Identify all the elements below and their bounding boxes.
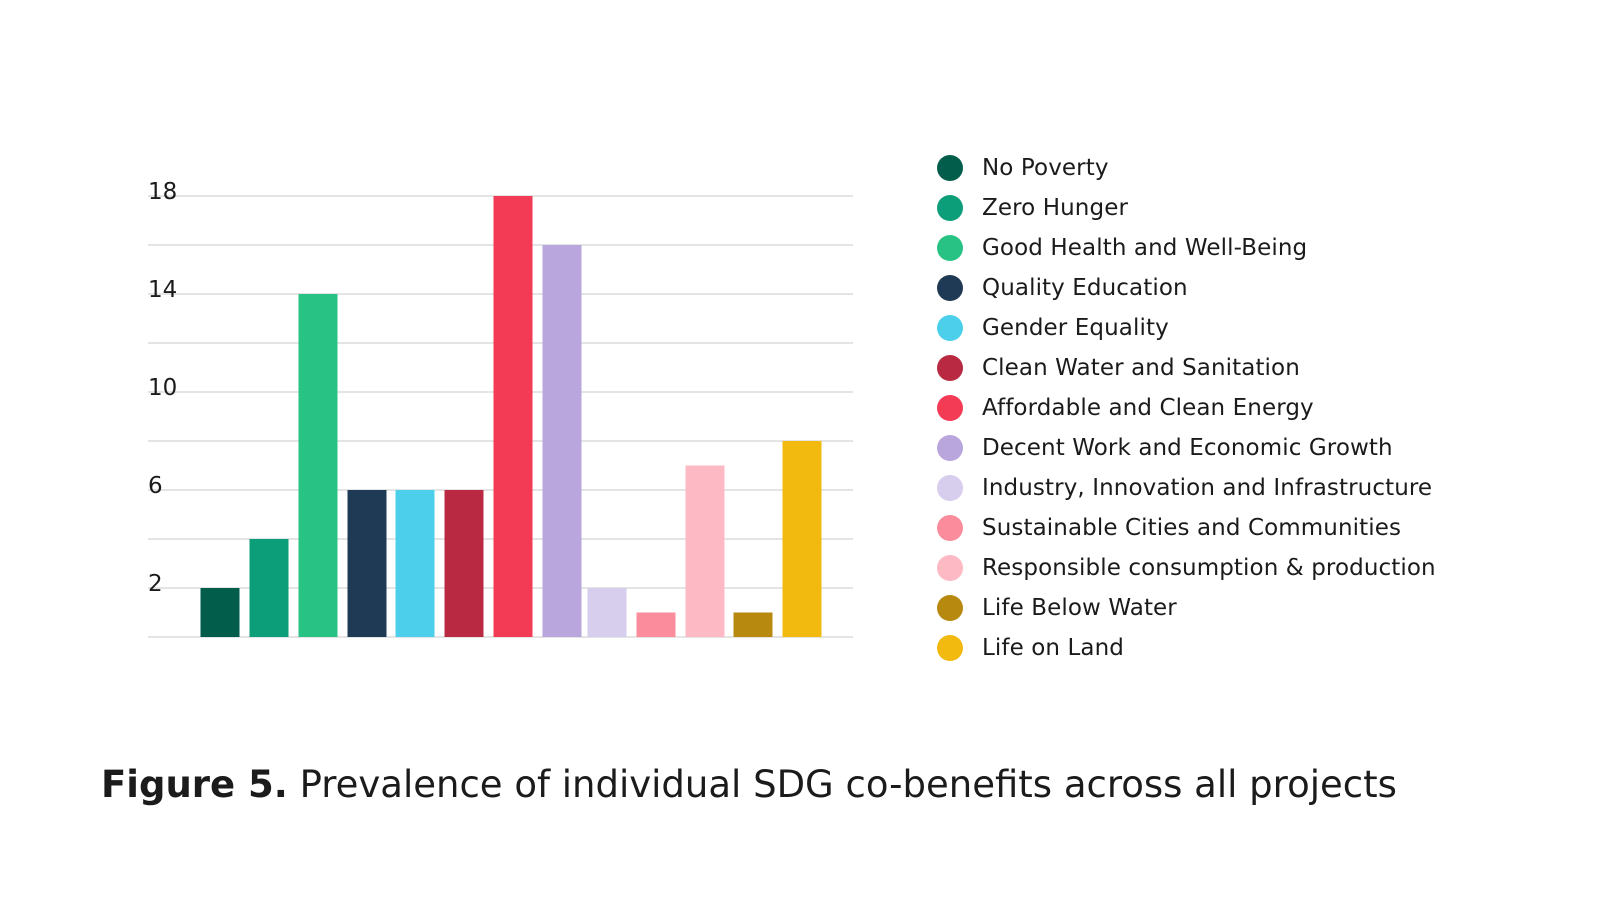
legend-swatch-icon xyxy=(937,515,963,541)
legend-label: Affordable and Clean Energy xyxy=(982,395,1314,421)
bar-gender-equality xyxy=(395,490,435,637)
legend-swatch-icon xyxy=(937,315,963,341)
y-tick-label-14: 14 xyxy=(148,277,177,303)
legend-item-clean-water-and-sanitation: Clean Water and Sanitation xyxy=(937,348,1436,388)
legend-item-zero-hunger: Zero Hunger xyxy=(937,188,1436,228)
legend-item-affordable-and-clean-energy: Affordable and Clean Energy xyxy=(937,388,1436,428)
legend-item-decent-work-and-economic-growth: Decent Work and Economic Growth xyxy=(937,428,1436,468)
legend-label: Life Below Water xyxy=(982,595,1177,621)
legend-item-quality-education: Quality Education xyxy=(937,268,1436,308)
y-tick-label-6: 6 xyxy=(148,473,163,499)
bar-no-poverty xyxy=(200,588,240,637)
bar-responsible-consumption-production xyxy=(685,465,725,637)
legend-label: Clean Water and Sanitation xyxy=(982,355,1300,381)
legend-swatch-icon xyxy=(937,155,963,181)
legend-label: Life on Land xyxy=(982,635,1125,661)
bars xyxy=(200,196,822,637)
y-tick-label-2: 2 xyxy=(148,571,163,597)
bar-chart: 2 6 10 14 18 xyxy=(148,179,853,638)
legend-label: Good Health and Well-Being xyxy=(982,235,1308,261)
bar-life-on-land xyxy=(782,441,822,637)
legend-swatch-icon xyxy=(937,275,963,301)
legend-label: Decent Work and Economic Growth xyxy=(982,435,1393,461)
legend-label: Gender Equality xyxy=(982,315,1169,341)
figure-caption-label: Figure 5. xyxy=(101,763,288,806)
legend-swatch-icon xyxy=(937,395,963,421)
legend-swatch-icon xyxy=(937,475,963,501)
legend-swatch-icon xyxy=(937,635,963,661)
legend-label: No Poverty xyxy=(982,155,1109,181)
legend-swatch-icon xyxy=(937,435,963,461)
bar-industry-innovation-and-infrastructure xyxy=(587,588,627,637)
bar-decent-work-and-economic-growth xyxy=(542,245,582,637)
y-tick-label-18: 18 xyxy=(148,179,177,205)
legend-item-good-health-and-well-being: Good Health and Well-Being xyxy=(937,228,1436,268)
legend-label: Industry, Innovation and Infrastructure xyxy=(982,475,1433,501)
legend-label: Quality Education xyxy=(982,275,1188,301)
legend-label: Responsible consumption & production xyxy=(982,555,1436,581)
legend-swatch-icon xyxy=(937,355,963,381)
legend-item-no-poverty: No Poverty xyxy=(937,148,1436,188)
figure-caption-text: Prevalence of individual SDG co-benefits… xyxy=(287,763,1397,806)
legend-swatch-icon xyxy=(937,195,963,221)
bar-clean-water-and-sanitation xyxy=(444,490,484,637)
bar-zero-hunger xyxy=(249,539,289,637)
legend-item-life-on-land: Life on Land xyxy=(937,628,1436,668)
y-axis-ticks: 2 6 10 14 18 xyxy=(148,179,177,597)
legend-label: Zero Hunger xyxy=(982,195,1128,221)
bar-good-health-and-well-being xyxy=(298,294,338,637)
legend: No Poverty Zero Hunger Good Health and Wel… xyxy=(937,148,1436,668)
figure-caption: Figure 5. Prevalence of individual SDG c… xyxy=(101,763,1397,806)
legend-item-sustainable-cities-and-communities: Sustainable Cities and Communities xyxy=(937,508,1436,548)
bar-sustainable-cities-and-communities xyxy=(636,612,676,637)
y-tick-label-10: 10 xyxy=(148,375,177,401)
bar-quality-education xyxy=(347,490,387,637)
legend-label: Sustainable Cities and Communities xyxy=(982,515,1402,541)
legend-item-life-below-water: Life Below Water xyxy=(937,588,1436,628)
legend-item-industry-innovation-and-infrastructure: Industry, Innovation and Infrastructure xyxy=(937,468,1436,508)
legend-swatch-icon xyxy=(937,595,963,621)
legend-item-responsible-consumption-production: Responsible consumption & production xyxy=(937,548,1436,588)
bar-life-below-water xyxy=(733,612,773,637)
legend-item-gender-equality: Gender Equality xyxy=(937,308,1436,348)
legend-swatch-icon xyxy=(937,235,963,261)
bar-affordable-and-clean-energy xyxy=(493,196,533,637)
legend-swatch-icon xyxy=(937,555,963,581)
